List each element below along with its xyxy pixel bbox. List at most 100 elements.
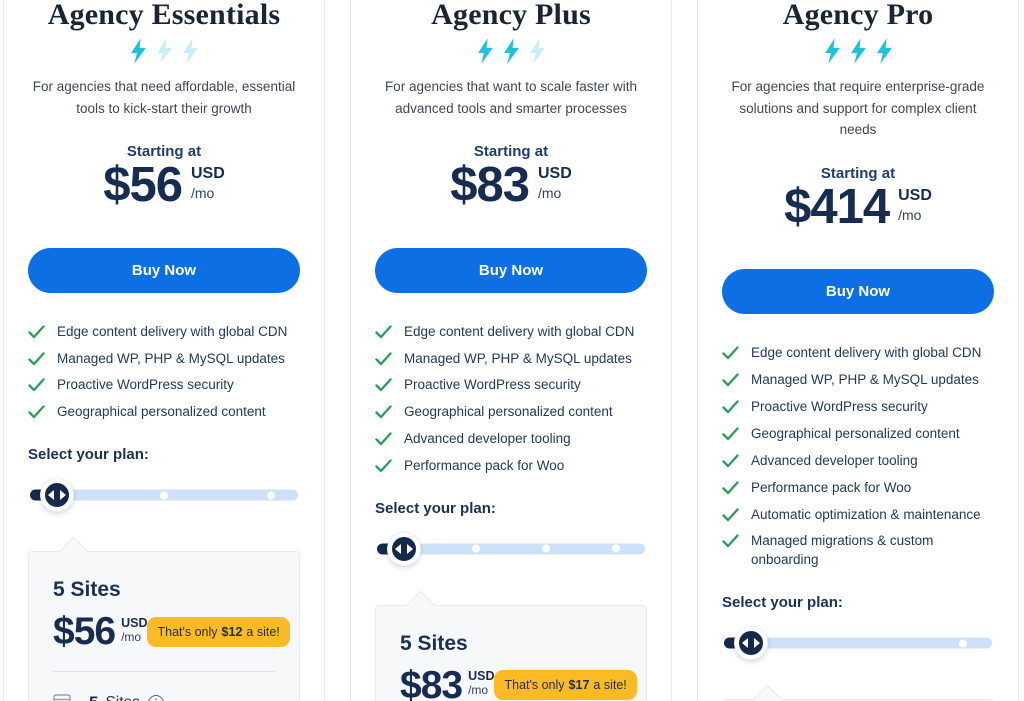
- plan-price: $56 USD /mo: [28, 158, 300, 213]
- check-icon: [722, 373, 739, 387]
- feature-item: Managed migrations & custom onboarding: [722, 528, 994, 574]
- price-period: /mo: [898, 206, 922, 223]
- slider-tick[interactable]: [160, 491, 168, 500]
- plan-column-pro: Agency Pro For agencies that require ent…: [697, 0, 1019, 701]
- slider-handle[interactable]: [41, 479, 74, 512]
- check-icon: [375, 432, 392, 446]
- card-notch: [58, 536, 89, 567]
- feature-item: Proactive WordPress security: [722, 394, 994, 421]
- feature-item: Managed WP, PHP & MySQL updates: [722, 367, 994, 394]
- detail-label: Sites: [105, 694, 139, 701]
- card-price-period: /mo: [121, 629, 142, 644]
- check-icon: [722, 427, 739, 441]
- feature-item: Geographical personalized content: [375, 399, 647, 426]
- feature-list: Edge content delivery with global CDN Man…: [28, 319, 300, 427]
- sites-icon: [53, 694, 75, 701]
- select-plan-label: Select your plan:: [28, 446, 149, 464]
- feature-label: Geographical personalized content: [404, 404, 613, 420]
- buy-now-button[interactable]: Buy Now: [375, 247, 647, 293]
- slider-handle[interactable]: [388, 532, 421, 565]
- card-price-currency: USD: [121, 615, 148, 630]
- lightning-bolt-icon: [182, 38, 199, 64]
- plan-description: For agencies that require enterprise-gra…: [731, 79, 985, 138]
- feature-label: Performance pack for Woo: [404, 458, 565, 474]
- plan-slider[interactable]: [375, 527, 647, 571]
- check-icon: [722, 400, 739, 414]
- plan-slider[interactable]: [28, 473, 300, 517]
- card-notch: [752, 684, 783, 701]
- check-icon: [375, 459, 392, 473]
- slider-tick[interactable]: [541, 544, 550, 553]
- selected-plan-card: 5 Sites $83 USD /mo That's only $17 a si…: [375, 590, 647, 701]
- lightning-bolt-icon: [876, 38, 893, 64]
- feature-list: Edge content delivery with global CDN Man…: [722, 340, 994, 574]
- check-icon: [722, 534, 739, 548]
- lightning-bolt-icon: [824, 38, 841, 64]
- feature-label: Automatic optimization & maintenance: [751, 506, 981, 522]
- feature-label: Performance pack for Woo: [751, 479, 912, 495]
- check-icon: [28, 351, 45, 365]
- lightning-bolt-icon: [850, 38, 867, 64]
- info-icon[interactable]: [147, 695, 164, 701]
- feature-label: Advanced developer tooling: [751, 452, 918, 468]
- slider-handle[interactable]: [735, 627, 768, 660]
- feature-item: Geographical personalized content: [722, 421, 994, 448]
- lightning-bolt-icon: [477, 38, 494, 64]
- card-details: 5Sites2Sandbox sites50,000Visits/mo: [53, 688, 275, 701]
- feature-item: Advanced developer tooling: [375, 426, 647, 453]
- check-icon: [28, 405, 45, 419]
- feature-label: Managed WP, PHP & MySQL updates: [751, 372, 979, 388]
- plan-slider[interactable]: [722, 621, 994, 665]
- check-icon: [722, 480, 739, 494]
- slider-handle-arrows-icon: [395, 543, 414, 554]
- feature-item: Managed WP, PHP & MySQL updates: [28, 346, 300, 373]
- price-currency: USD: [190, 165, 225, 183]
- price-amount: $83: [450, 158, 530, 213]
- feature-item: Edge content delivery with global CDN: [375, 319, 647, 346]
- buy-now-button[interactable]: Buy Now: [28, 247, 300, 293]
- bolt-rating: [28, 38, 300, 64]
- plan-title: Agency Plus: [431, 0, 591, 31]
- plan-price: $414 USD /mo: [722, 179, 994, 234]
- card-divider: [53, 671, 275, 673]
- plan-detail-row: 5 Sites: [53, 688, 275, 701]
- slider-tick[interactable]: [958, 639, 967, 648]
- card-notch: [405, 590, 436, 621]
- check-icon: [28, 324, 45, 338]
- feature-label: Proactive WordPress security: [404, 377, 581, 393]
- feature-item: Proactive WordPress security: [28, 372, 300, 399]
- per-site-badge: That's only $12 a site!: [147, 616, 290, 647]
- slider-tick[interactable]: [267, 491, 276, 500]
- slider-tick[interactable]: [472, 544, 481, 553]
- buy-now-button[interactable]: Buy Now: [722, 269, 994, 315]
- card-price-amount: $83: [400, 663, 463, 701]
- feature-label: Proactive WordPress security: [57, 377, 234, 393]
- select-plan-label: Select your plan:: [375, 499, 496, 517]
- check-icon: [375, 351, 392, 365]
- starting-at-label: Starting at: [473, 143, 549, 161]
- feature-item: Proactive WordPress security: [375, 372, 647, 399]
- per-site-badge: That's only $17 a site!: [494, 670, 637, 701]
- feature-item: Automatic optimization & maintenance: [722, 502, 994, 529]
- feature-label: Edge content delivery with global CDN: [404, 323, 635, 339]
- card-sites-label: 5 Sites: [53, 578, 121, 602]
- feature-item: Advanced developer tooling: [722, 448, 994, 475]
- select-plan-label: Select your plan:: [722, 594, 843, 612]
- plan-column-essentials: Agency Essentials For agencies that need…: [3, 0, 325, 701]
- price-currency: USD: [898, 186, 932, 204]
- lightning-bolt-icon: [503, 38, 520, 64]
- feature-list: Edge content delivery with global CDN Man…: [375, 319, 647, 480]
- plan-title: Agency Essentials: [47, 0, 281, 31]
- feature-label: Managed migrations & custom onboarding: [751, 533, 934, 568]
- feature-item: Performance pack for Woo: [375, 453, 647, 480]
- selected-plan-card: 5 Sites $56 USD /mo That's only $12 a si…: [28, 536, 300, 701]
- slider-tick[interactable]: [611, 544, 620, 553]
- card-price-period: /mo: [468, 683, 489, 698]
- plan-description: For agencies that want to scale faster w…: [384, 79, 638, 116]
- slider-handle-arrows-icon: [48, 490, 67, 501]
- feature-label: Edge content delivery with global CDN: [57, 323, 288, 339]
- price-amount: $56: [103, 158, 183, 213]
- price-amount: $414: [784, 179, 890, 234]
- check-icon: [28, 378, 45, 392]
- card-price-amount: $56: [53, 610, 116, 654]
